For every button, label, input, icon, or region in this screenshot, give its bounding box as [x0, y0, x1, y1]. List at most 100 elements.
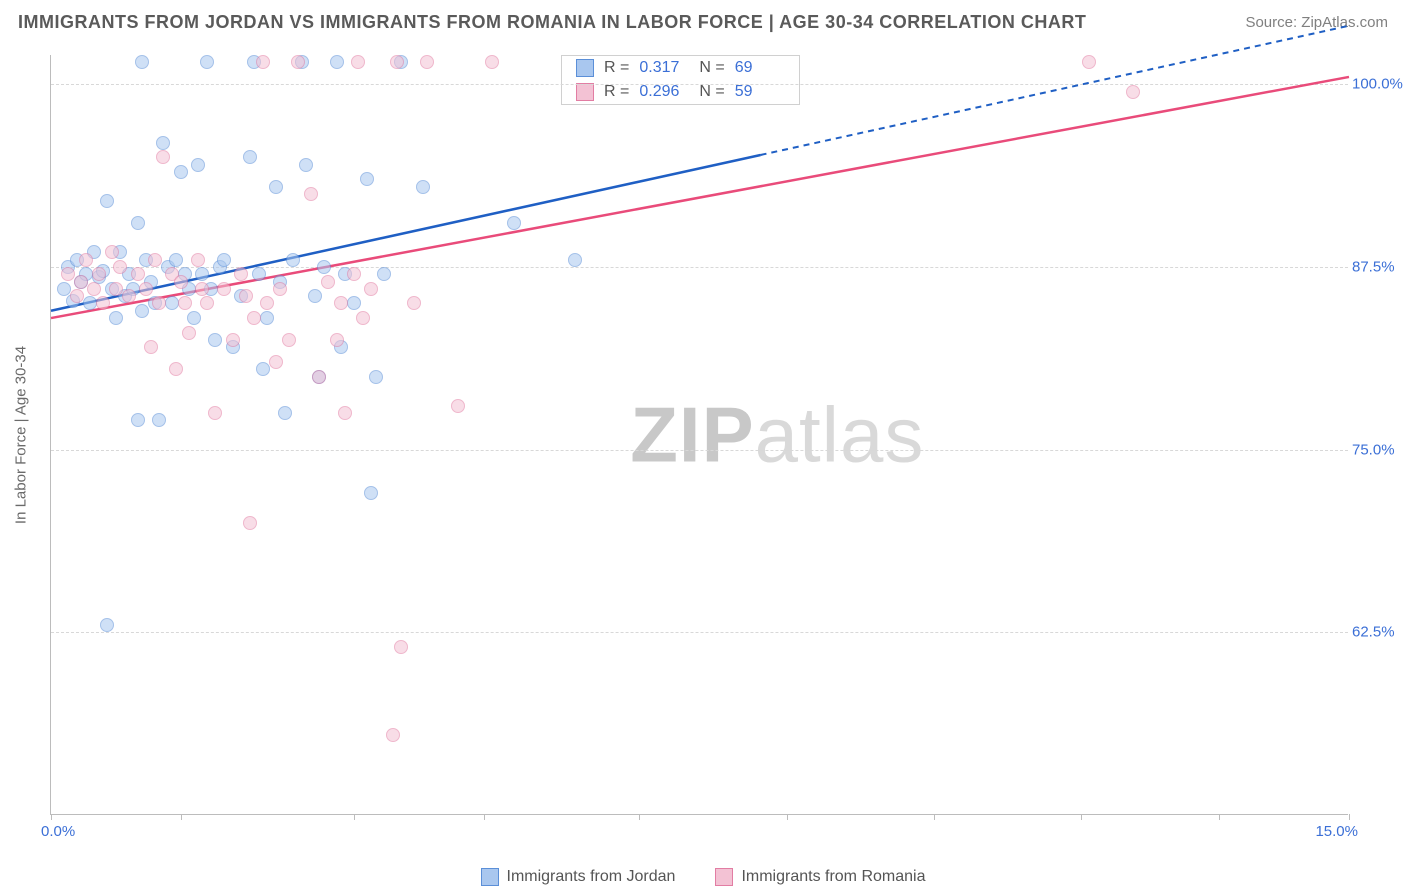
legend-item: Immigrants from Jordan	[481, 868, 676, 886]
data-point	[347, 296, 361, 310]
data-point	[109, 282, 123, 296]
data-point	[226, 333, 240, 347]
data-point	[174, 165, 188, 179]
data-point	[195, 267, 209, 281]
data-point	[386, 728, 400, 742]
data-point	[260, 311, 274, 325]
y-tick-label: 75.0%	[1352, 441, 1406, 458]
data-point	[286, 253, 300, 267]
data-point	[308, 289, 322, 303]
data-point	[96, 296, 110, 310]
data-point	[299, 158, 313, 172]
data-point	[122, 289, 136, 303]
data-point	[139, 282, 153, 296]
data-point	[100, 618, 114, 632]
data-point	[407, 296, 421, 310]
data-point	[61, 267, 75, 281]
chart-header: IMMIGRANTS FROM JORDAN VS IMMIGRANTS FRO…	[0, 0, 1406, 41]
data-point	[152, 296, 166, 310]
data-point	[195, 282, 209, 296]
data-point	[291, 55, 305, 69]
data-point	[252, 267, 266, 281]
data-point	[260, 296, 274, 310]
data-point	[351, 55, 365, 69]
data-point	[74, 275, 88, 289]
data-point	[321, 275, 335, 289]
data-point	[507, 216, 521, 230]
data-point	[334, 296, 348, 310]
data-point	[317, 260, 331, 274]
x-tick	[1349, 814, 1350, 820]
y-tick-label: 87.5%	[1352, 258, 1406, 275]
series-legend: Immigrants from Jordan Immigrants from Ro…	[0, 868, 1406, 886]
data-point	[234, 267, 248, 281]
data-point	[200, 296, 214, 310]
y-axis-title: In Labor Force | Age 30-34	[13, 345, 30, 523]
data-point	[239, 289, 253, 303]
data-point	[87, 282, 101, 296]
data-point	[269, 355, 283, 369]
data-point	[390, 55, 404, 69]
data-point	[356, 311, 370, 325]
data-point	[369, 370, 383, 384]
chart-source: Source: ZipAtlas.com	[1245, 14, 1388, 31]
data-point	[135, 304, 149, 318]
data-point	[394, 640, 408, 654]
data-point	[105, 245, 119, 259]
data-point	[282, 333, 296, 347]
legend-swatch	[481, 868, 499, 886]
data-point	[79, 253, 93, 267]
data-point	[70, 289, 84, 303]
data-point	[1082, 55, 1096, 69]
data-point	[169, 253, 183, 267]
data-point	[269, 180, 283, 194]
trend-line-solid	[51, 77, 1349, 318]
data-point	[278, 406, 292, 420]
data-point	[174, 275, 188, 289]
data-point	[256, 55, 270, 69]
x-axis-min-label: 0.0%	[41, 823, 75, 840]
data-point	[131, 267, 145, 281]
data-point	[247, 311, 261, 325]
data-point	[360, 172, 374, 186]
data-point	[364, 486, 378, 500]
data-point	[152, 413, 166, 427]
legend-item: Immigrants from Romania	[715, 868, 925, 886]
data-point	[364, 282, 378, 296]
data-point	[347, 267, 361, 281]
legend-label: Immigrants from Romania	[741, 868, 925, 886]
data-point	[416, 180, 430, 194]
data-point	[338, 406, 352, 420]
chart-plot-area: In Labor Force | Age 30-34 ZIPatlas 0.0%…	[50, 55, 1348, 815]
data-point	[109, 311, 123, 325]
data-point	[420, 55, 434, 69]
data-point	[148, 253, 162, 267]
data-point	[217, 253, 231, 267]
data-point	[187, 311, 201, 325]
trend-lines	[51, 55, 1349, 815]
data-point	[144, 340, 158, 354]
data-point	[208, 406, 222, 420]
trend-line-dashed	[761, 26, 1349, 155]
data-point	[208, 333, 222, 347]
data-point	[330, 55, 344, 69]
data-point	[156, 150, 170, 164]
data-point	[304, 187, 318, 201]
data-point	[256, 362, 270, 376]
legend-label: Immigrants from Jordan	[507, 868, 676, 886]
data-point	[182, 326, 196, 340]
data-point	[243, 516, 257, 530]
data-point	[200, 55, 214, 69]
data-point	[169, 362, 183, 376]
data-point	[131, 216, 145, 230]
x-axis-max-label: 15.0%	[1315, 823, 1358, 840]
data-point	[131, 413, 145, 427]
y-tick-label: 100.0%	[1352, 76, 1406, 93]
data-point	[451, 399, 465, 413]
data-point	[113, 260, 127, 274]
data-point	[165, 296, 179, 310]
data-point	[377, 267, 391, 281]
data-point	[217, 282, 231, 296]
data-point	[83, 296, 97, 310]
data-point	[273, 282, 287, 296]
